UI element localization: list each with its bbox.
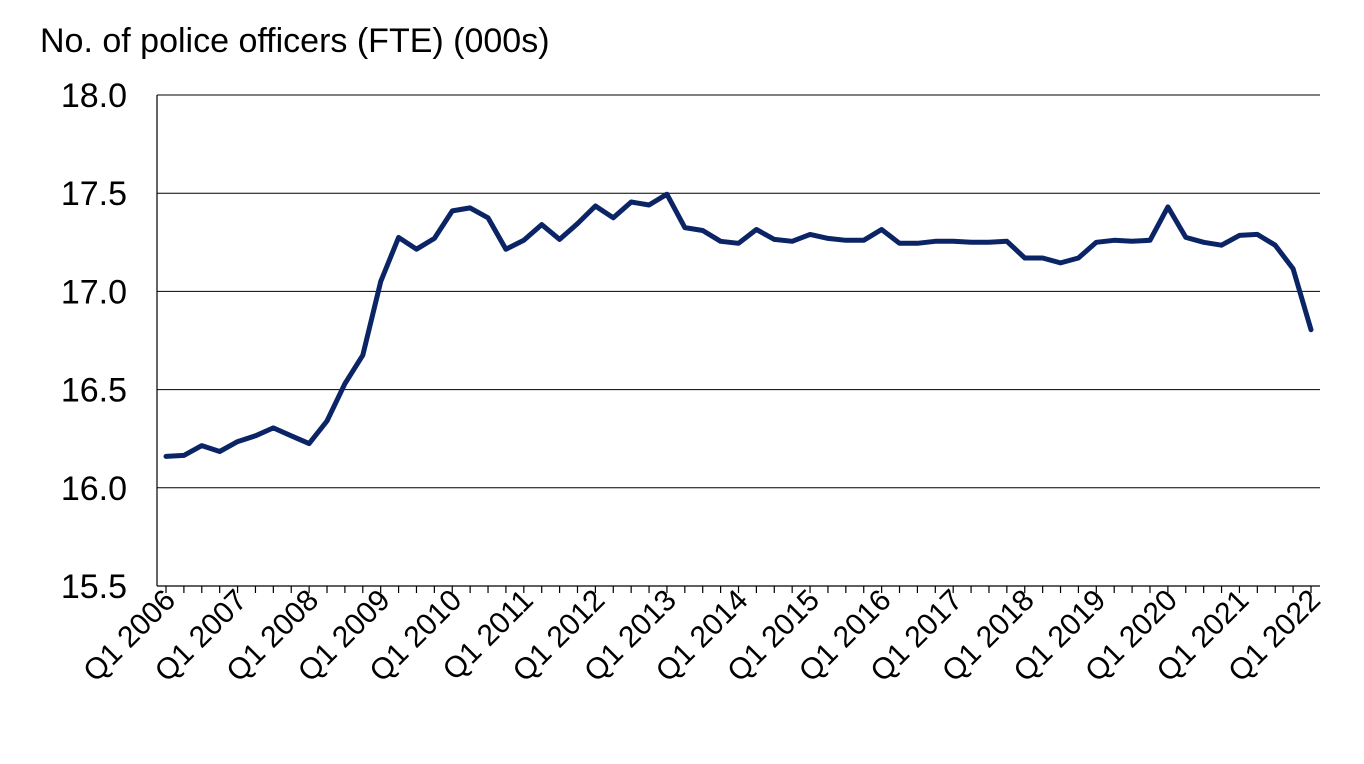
y-tick-label: 17.0 [61,273,127,311]
y-tick-label: 15.5 [61,568,127,606]
y-tick-label: 16.5 [61,372,127,410]
y-tick-label: 18.0 [61,77,127,115]
y-tick-label: 17.5 [61,175,127,213]
series-line-1 [163,191,1314,459]
x-axis [156,95,1320,593]
y-axis-ticks: 15.5 16.0 16.5 17.0 17.5 18.0 [61,77,127,606]
y-tick-label: 16.0 [61,470,127,508]
y-axis-title: No. of police officers (FTE) (000s) [40,22,550,60]
series-group [163,191,1314,459]
gridlines [157,94,1320,489]
